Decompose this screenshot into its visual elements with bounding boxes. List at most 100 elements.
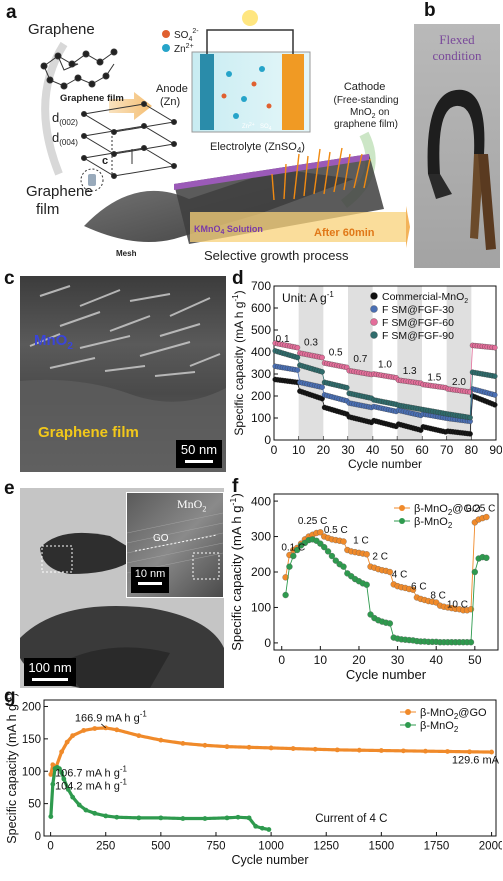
x-tick-label: 250 xyxy=(96,841,115,853)
so4-sub: 4 xyxy=(188,36,192,43)
flexed-caption: Flexed condition xyxy=(414,32,500,64)
plot-frame-top xyxy=(273,285,497,441)
graphene-film-bottom-2: film xyxy=(36,201,59,218)
x-tick-label: 30 xyxy=(391,653,405,667)
svg-text:Zn2+: Zn2+ xyxy=(242,122,255,130)
tem-inset-scale-label: 10 nm xyxy=(134,568,166,580)
y-tick-label: 300 xyxy=(251,367,271,381)
electrolyte-end: ) xyxy=(301,141,305,153)
legend-marker-f-1 xyxy=(399,518,405,524)
data-point-g-1 xyxy=(180,816,186,821)
unit-label: Unit: A g-1 xyxy=(282,290,334,305)
cathode-label-3-sub: 2 xyxy=(372,113,376,120)
x-axis-label: Cycle number xyxy=(346,667,427,682)
layered-graphene-icon xyxy=(81,101,177,179)
sem-image: MnO2 Graphene film 50 nm xyxy=(20,276,226,472)
annotation-g-1: 106.7 mA h g-1 xyxy=(55,764,127,779)
y-tick-label: 100 xyxy=(22,766,41,778)
y-tick-label: 200 xyxy=(251,565,271,579)
data-point-g-0 xyxy=(356,747,362,753)
data-point-d-3 xyxy=(492,373,498,379)
data-point-g-1 xyxy=(70,794,76,800)
chart-d-svg: 0 10 20 30 40 50 60 70 80 90 0 100 200 300 400 500 600 70… xyxy=(231,279,503,471)
data-point-d-2 xyxy=(319,354,325,361)
svg-text:Zn2+: Zn2+ xyxy=(174,43,194,55)
tem-inset-scale: 10 nm xyxy=(131,567,169,593)
y-tick-label: 400 xyxy=(251,494,271,508)
film-roll-icon xyxy=(88,174,96,186)
cathode-label-2: (Free-standing xyxy=(333,95,398,106)
d004-label: d xyxy=(52,130,59,145)
legend-label-d-1: F SM@FGF-30 xyxy=(382,304,454,316)
data-point-g-1 xyxy=(235,814,241,820)
zn-inner-sup: 2+ xyxy=(249,122,255,128)
after-60min-label: After 60min xyxy=(314,227,375,239)
zn-label: Zn xyxy=(174,44,186,55)
plot-frame xyxy=(43,699,497,837)
x-tick-label: 90 xyxy=(489,443,502,457)
data-point-f-1 xyxy=(294,546,301,554)
data-point-f-1 xyxy=(321,544,328,551)
tem-mno2-text: MnO xyxy=(177,497,203,511)
d004-sub: (004) xyxy=(59,138,78,147)
rate-label-f: 4 C xyxy=(392,569,408,580)
legend-label-g-1: β-MnO2 xyxy=(420,720,459,734)
ion-particles-icon xyxy=(221,66,272,119)
data-point-f-1 xyxy=(286,563,293,570)
rate-label: 1.5 xyxy=(427,373,441,384)
sem-mno2-label: MnO2 xyxy=(34,332,73,352)
bulb-icon xyxy=(242,10,258,26)
data-point-g-0 xyxy=(378,748,384,753)
d002-sub: (002) xyxy=(59,118,78,127)
sem-mno2-text: MnO xyxy=(34,332,68,349)
panel-label-b: b xyxy=(424,0,436,21)
legend-label-d-2: F SM@FGF-60 xyxy=(382,317,454,329)
tem-inset-mno2: MnO2 xyxy=(177,497,206,513)
data-point-g-0 xyxy=(70,733,76,739)
data-point-g-0 xyxy=(81,728,87,733)
data-point-f-1 xyxy=(282,591,289,599)
svg-text:d(004): d(004) xyxy=(52,130,78,147)
tem-main-scale: 100 nm xyxy=(24,658,76,686)
x-tick-label: 1250 xyxy=(313,841,339,853)
anode-label-2: (Zn) xyxy=(160,96,180,108)
rate-label: 2.0 xyxy=(452,377,466,388)
data-point-f-0 xyxy=(340,538,347,545)
kmno4-label: KMnO xyxy=(194,224,221,234)
x-tick-label: 1000 xyxy=(258,841,284,853)
x-tick-label: 50 xyxy=(391,443,405,457)
data-point-g-1 xyxy=(246,815,252,821)
data-point-g-0 xyxy=(246,744,252,750)
x-tick-label: 50 xyxy=(468,653,482,667)
tray-rim-shape xyxy=(174,154,369,190)
mesh-label: Mesh xyxy=(116,249,137,258)
tem-inset-scale-bar xyxy=(138,582,162,585)
svg-text:SO4: SO4 xyxy=(260,124,272,132)
data-point-g-0 xyxy=(59,749,65,755)
data-point-g-1 xyxy=(59,770,65,775)
schematic-svg: Graphene Graphene film d(002) d(004) c G… xyxy=(26,10,410,263)
data-point-g-0 xyxy=(489,749,494,755)
rate-label: 1.3 xyxy=(403,366,417,377)
x-tick-label: 10 xyxy=(314,653,328,667)
x-tick-label: 2000 xyxy=(479,841,502,853)
zn-anode-shape xyxy=(200,54,214,130)
so4-inner-label: SO xyxy=(260,124,269,130)
data-point-g-0 xyxy=(180,740,186,746)
shaded-region xyxy=(298,286,324,440)
svg-text:Cathode (Free-standing: Cathode (Free-standing xyxy=(333,81,398,106)
data-point-g-0 xyxy=(290,746,296,751)
y-tick-label: 100 xyxy=(251,411,271,425)
x-tick-label: 20 xyxy=(352,653,366,667)
current-note: Current of 4 C xyxy=(315,813,387,825)
so4-inner-sub: 4 xyxy=(269,126,272,132)
data-point-g-1 xyxy=(65,786,71,792)
rate-label-f: 0.25 C xyxy=(466,504,495,515)
y-tick-label: 150 xyxy=(22,734,41,746)
annotation-g-3: 129.6 mA h g-1 xyxy=(452,751,502,766)
x-tick-label: 1500 xyxy=(369,841,395,853)
data-point-f-0 xyxy=(317,529,324,536)
data-point-g-1 xyxy=(266,827,272,832)
tem-inset-lattice-icon xyxy=(126,512,224,580)
svg-text:Electrolyte (ZnSO4): Electrolyte (ZnSO4) xyxy=(210,141,305,155)
